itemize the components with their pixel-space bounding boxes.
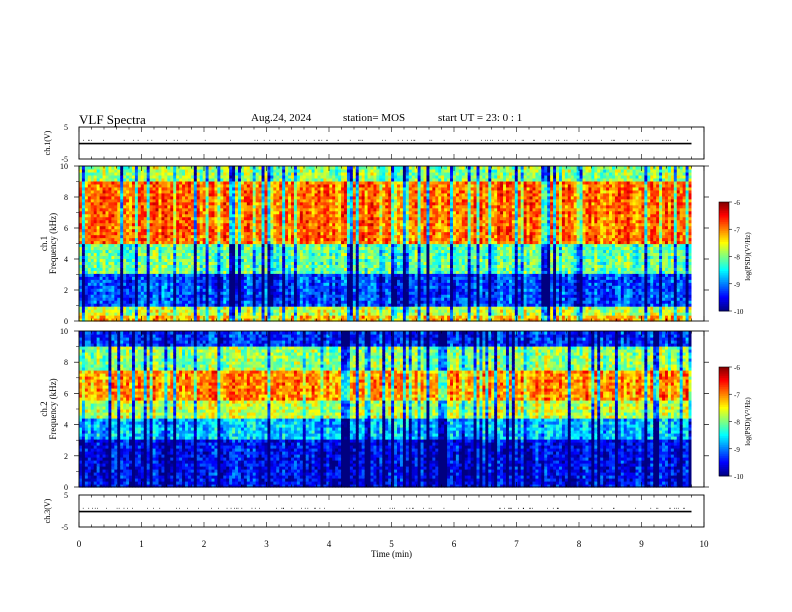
y-tick-label: 6 <box>64 224 68 233</box>
colorbar-tick-label: -7 <box>734 391 740 399</box>
y-tick-label: 8 <box>64 193 68 202</box>
colorbar-tick-label: -10 <box>734 473 744 481</box>
y-tick-label: -5 <box>61 523 68 532</box>
colorbar-tick-label: -7 <box>734 226 740 234</box>
x-tick-label: 9 <box>639 539 644 549</box>
x-tick-label: 2 <box>202 539 207 549</box>
y-tick-label: 2 <box>64 286 68 295</box>
colorbar-ch2: -6 -7 -8 -9 -10 log(PSD)(V²/Hz) <box>718 364 752 481</box>
y-axis-label: Frequency (kHz) <box>48 378 58 439</box>
colorbar-tick-label: -10 <box>734 308 744 316</box>
x-tick-label: 1 <box>139 539 144 549</box>
colorbar-label: log(PSD)(V²/Hz) <box>744 397 752 446</box>
y-tick-label: 0 <box>64 317 68 326</box>
x-tick-label: 3 <box>264 539 269 549</box>
x-tick-label: 10 <box>700 539 710 549</box>
y-axis-label: ch.1(V) <box>43 130 52 155</box>
colorbar-label: log(PSD)(V²/Hz) <box>744 232 752 281</box>
colorbar-tick-label: -9 <box>734 281 740 289</box>
colorbar-tick-label: -6 <box>734 199 740 207</box>
y-tick-label: 6 <box>64 389 68 398</box>
x-tick-label: 4 <box>327 539 332 549</box>
waveform-ch.1(V) <box>79 139 692 145</box>
y-tick-label: 2 <box>64 452 68 461</box>
y-tick-label: 10 <box>60 162 68 171</box>
y-axis-label: ch.3(V) <box>43 498 52 523</box>
y-tick-label: 10 <box>60 327 68 336</box>
figure-start-time: start UT = 23: 0 : 1 <box>438 112 522 124</box>
x-tick-label: 5 <box>389 539 394 549</box>
x-tick-label: 8 <box>577 539 582 549</box>
channel-label: ch.1 <box>39 236 49 251</box>
colorbar-tick-label: -8 <box>734 254 740 262</box>
x-tick-label: 7 <box>514 539 519 549</box>
colorbar-tick-label: -8 <box>734 419 740 427</box>
y-tick-label: 4 <box>64 255 68 264</box>
colorbar-tick-label: -9 <box>734 446 740 454</box>
x-tick-label: 6 <box>452 539 457 549</box>
spectrogram-ch1 <box>79 166 704 322</box>
spectrogram-ch2 <box>79 331 704 488</box>
y-tick-label: 5 <box>64 491 68 500</box>
y-tick-label: 4 <box>64 421 68 430</box>
channel-label: ch.2 <box>39 401 49 416</box>
y-axis-label: Frequency (kHz) <box>48 213 58 274</box>
y-tick-label: -5 <box>61 155 68 164</box>
figure-station: station= MOS <box>343 112 405 124</box>
x-axis-label: Time (min) <box>371 549 412 559</box>
colorbar-tick-label: -6 <box>734 364 740 372</box>
y-tick-label: 8 <box>64 358 68 367</box>
y-tick-label: 0 <box>64 483 68 492</box>
y-tick-label: 5 <box>64 123 68 132</box>
colorbar-ch1: -6 -7 -8 -9 -10 log(PSD)(V²/Hz) <box>718 199 752 316</box>
x-tick-label: 0 <box>77 539 82 549</box>
waveform-ch.3(V) <box>79 507 692 513</box>
figure-title: VLF Spectra <box>79 112 146 128</box>
figure-date: Aug.24, 2024 <box>251 112 311 124</box>
